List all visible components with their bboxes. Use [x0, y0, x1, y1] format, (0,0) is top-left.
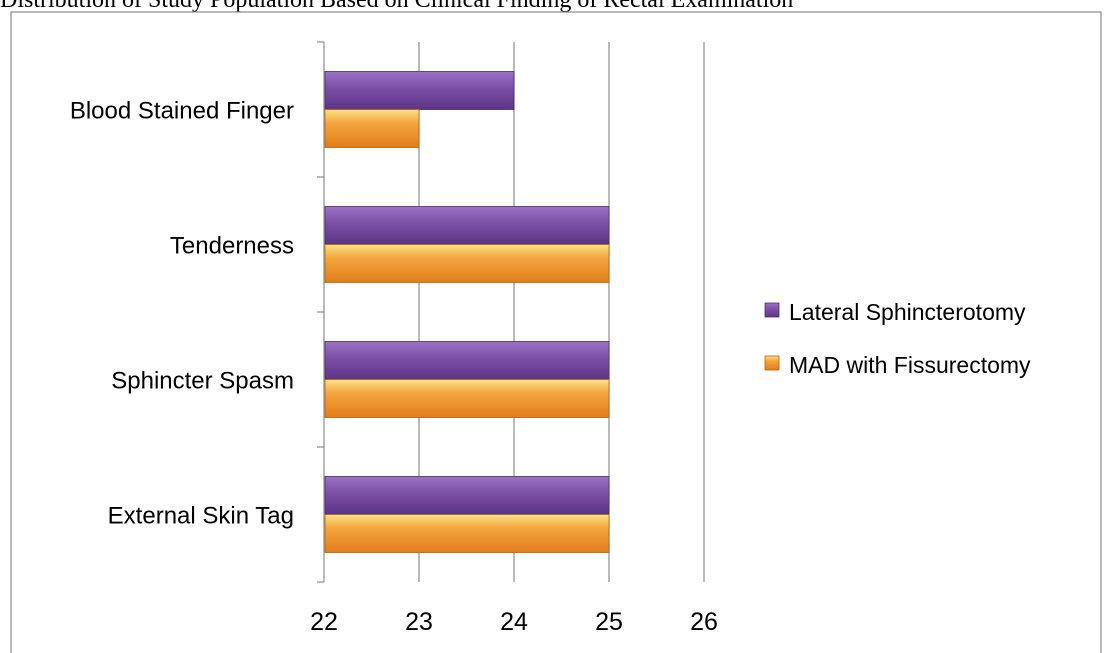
bars-group: [324, 71, 610, 553]
category-label: External Skin Tag: [108, 503, 294, 530]
legend-swatch-lateral-sphincterotomy: [764, 302, 780, 318]
x-tick-label: 26: [690, 608, 718, 636]
legend-label-lateral-sphincterotomy: Lateral Sphincterotomy: [789, 299, 1026, 325]
bar-mad-with-fissurectomy: [324, 379, 610, 418]
bar-lateral-sphincterotomy: [324, 71, 515, 110]
legend-label-mad-with-fissurectomy: MAD with Fissurectomy: [789, 352, 1031, 378]
figure-caption: Distribution of Study Population Based o…: [0, 0, 1112, 12]
bar-mad-with-fissurectomy: [324, 514, 610, 553]
bar-mad-with-fissurectomy: [324, 244, 610, 283]
legend: Lateral Sphincterotomy MAD with Fissurec…: [764, 299, 1031, 378]
bar-lateral-sphincterotomy: [324, 341, 610, 380]
category-label: Tenderness: [170, 233, 294, 260]
y-axis: [317, 41, 325, 583]
bar-lateral-sphincterotomy: [324, 206, 610, 245]
x-tick-label: 22: [310, 608, 338, 636]
x-tick-labels: 22 23 24 25 26: [310, 608, 718, 636]
bar-mad-with-fissurectomy: [324, 109, 420, 148]
bar-lateral-sphincterotomy: [324, 476, 610, 515]
category-labels: Blood Stained Finger Tenderness Sphincter …: [70, 98, 294, 530]
x-tick-label: 25: [595, 608, 623, 636]
x-tick-label: 24: [500, 608, 528, 636]
category-label: Sphincter Spasm: [111, 368, 294, 395]
legend-swatch-mad-with-fissurectomy: [764, 355, 780, 371]
x-tick-label: 23: [405, 608, 433, 636]
category-label: Blood Stained Finger: [70, 98, 294, 125]
